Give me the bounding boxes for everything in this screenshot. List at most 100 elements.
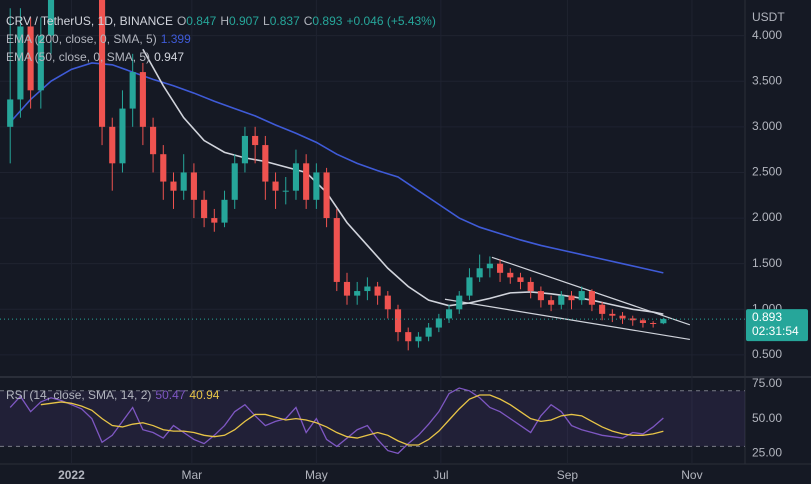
candle-body [190, 172, 197, 200]
candle-body [578, 291, 585, 301]
candle-body [119, 108, 126, 164]
candle-body [231, 163, 238, 200]
symbol-title: CRV / TetherUS, 1D, BINANCE [6, 14, 173, 28]
legend-value: 1.399 [160, 32, 191, 46]
x-tick-label: Mar [182, 468, 203, 482]
candle-body [435, 318, 442, 328]
candle-body [456, 295, 463, 310]
candle-body [660, 319, 667, 324]
ohlc-label: C [303, 14, 313, 28]
candle-body [323, 172, 330, 219]
trendline [444, 298, 690, 341]
x-tick-label: Sep [557, 468, 579, 482]
candle-body [588, 291, 595, 305]
countdown-label: 02:31:54 [752, 324, 799, 338]
y-tick-label: 3.000 [752, 119, 782, 133]
candle-body [282, 190, 289, 192]
x-tick-label: Jul [433, 468, 448, 482]
candle-body [47, 0, 55, 36]
rsi-legend: RSI (14, close, SMA, 14, 2) 50.47 40.94 [6, 386, 223, 404]
x-tick-label: Nov [681, 468, 702, 482]
candle-body [537, 291, 544, 301]
y-tick-label: 50.00 [752, 411, 782, 425]
candle-body [425, 327, 432, 337]
candle-body [568, 295, 575, 301]
last-price-label: 0.893 [752, 310, 782, 324]
legend-name: EMA (200, close, 0, SMA, 5) [6, 32, 157, 46]
candle-body [619, 315, 626, 319]
legend-row: EMA (50, close, 0, SMA, 5) 0.947 [6, 48, 440, 66]
legend: CRV / TetherUS, 1D, BINANCE O0.847 H0.907 L… [6, 12, 440, 66]
candle-body [466, 277, 473, 296]
y-tick-label: 4.000 [752, 28, 782, 42]
candle-body [139, 72, 146, 127]
candle-body [333, 218, 340, 282]
y-tick-label: 3.500 [752, 73, 782, 87]
candle-body [599, 304, 606, 314]
candle-body [262, 145, 269, 182]
candle-body [313, 172, 320, 200]
candle-body [221, 199, 228, 223]
y-tick-label: 25.00 [752, 446, 782, 460]
rsi-line [40, 394, 664, 446]
rsi-name: RSI (14, close, SMA, 14, 2) [6, 388, 152, 402]
ohlc-value: 0.847 [186, 14, 217, 28]
x-tick-label: 2022 [58, 468, 85, 482]
candle-body [558, 295, 565, 305]
rsi-value: 40.94 [189, 388, 220, 402]
candle-body [27, 26, 34, 91]
ohlc-value: 0.893 [312, 14, 343, 28]
candle-body [160, 154, 167, 182]
candle-body [180, 172, 187, 191]
grid [0, 0, 745, 464]
rsi-pane [0, 387, 745, 455]
ohlc-label: O [176, 14, 187, 28]
y-tick-label: 1.500 [752, 256, 782, 270]
candle-body [211, 218, 218, 223]
candle-body [445, 309, 453, 319]
candle-body [129, 72, 136, 109]
candle-body [303, 163, 310, 200]
legend-row: CRV / TetherUS, 1D, BINANCE O0.847 H0.907 L… [6, 12, 440, 30]
candle-body [272, 181, 279, 191]
price-pane [0, 0, 745, 351]
y-tick-label: 0.500 [752, 347, 782, 361]
ohlc-value: 0.837 [269, 14, 300, 28]
x-tick-label: May [305, 468, 328, 482]
candle-body [109, 126, 116, 164]
candle-body [486, 263, 493, 269]
candle-body [292, 163, 300, 191]
candle-body [252, 135, 259, 146]
candle-body [476, 268, 483, 278]
candle-body [7, 99, 14, 127]
candle-body [405, 332, 412, 342]
ohlc-label: L [263, 14, 270, 28]
last-price-box [746, 309, 808, 342]
candle-body [37, 35, 44, 91]
legend-row: EMA (200, close, 0, SMA, 5) 1.399 [6, 30, 440, 48]
ohlc-label: H [220, 14, 229, 28]
candle-body [517, 277, 524, 282]
candle-body [201, 199, 208, 219]
candle-body [384, 295, 391, 310]
candle-body [507, 272, 514, 278]
candle-body [17, 26, 24, 100]
y-tick-label: 75.00 [752, 376, 782, 390]
candle-body [548, 300, 555, 305]
y-tick-label: 2.500 [752, 165, 782, 179]
legend-name: EMA (50, close, 0, SMA, 5) [6, 50, 151, 64]
candle-body [354, 291, 361, 296]
legend-value: 0.947 [154, 50, 185, 64]
candle-body [343, 281, 351, 296]
candle-body [170, 181, 177, 191]
candle-body [98, 0, 106, 127]
candle-body [364, 286, 371, 292]
change-value: +0.046 (+5.43%) [346, 14, 436, 28]
candle-body [415, 336, 422, 342]
candle-body [650, 322, 657, 324]
candle-body [150, 126, 157, 155]
candle-body [639, 320, 647, 323]
candle-body [527, 281, 534, 292]
